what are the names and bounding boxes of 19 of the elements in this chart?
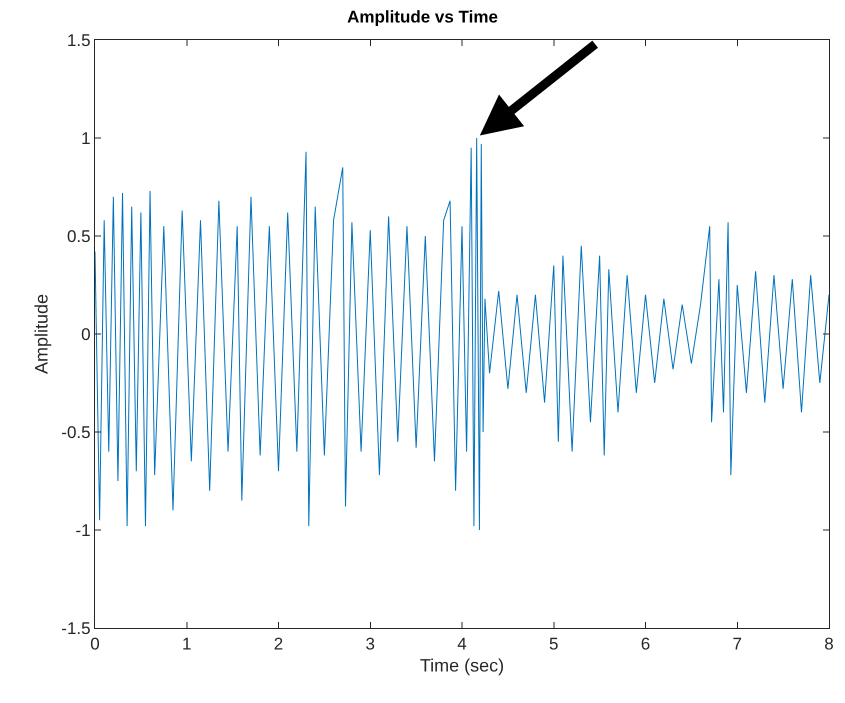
x-tick-label: 6 bbox=[640, 634, 650, 654]
y-axis-title: Amplitude bbox=[32, 294, 52, 374]
y-tick-label: 1.5 bbox=[66, 30, 91, 50]
x-axis-title: Time (sec) bbox=[420, 656, 504, 676]
y-tick-label: 0 bbox=[81, 324, 91, 344]
y-tick-label: 1 bbox=[81, 128, 91, 148]
line-series bbox=[95, 138, 829, 530]
y-tick-label: -1 bbox=[75, 520, 91, 540]
x-tick-label: 5 bbox=[549, 634, 558, 654]
x-tick-label: 3 bbox=[366, 634, 375, 654]
x-tick-label: 8 bbox=[824, 634, 834, 654]
y-tick-label: -1.5 bbox=[61, 618, 91, 638]
x-tick-label: 1 bbox=[182, 634, 192, 654]
chart-title: Amplitude vs Time bbox=[347, 7, 498, 26]
x-tick-label: 2 bbox=[274, 634, 284, 654]
y-tick-label: 0.5 bbox=[66, 226, 91, 246]
x-tick-label: 4 bbox=[457, 634, 467, 654]
y-tick-label: -0.5 bbox=[61, 422, 91, 442]
x-tick-label: 7 bbox=[732, 634, 742, 654]
